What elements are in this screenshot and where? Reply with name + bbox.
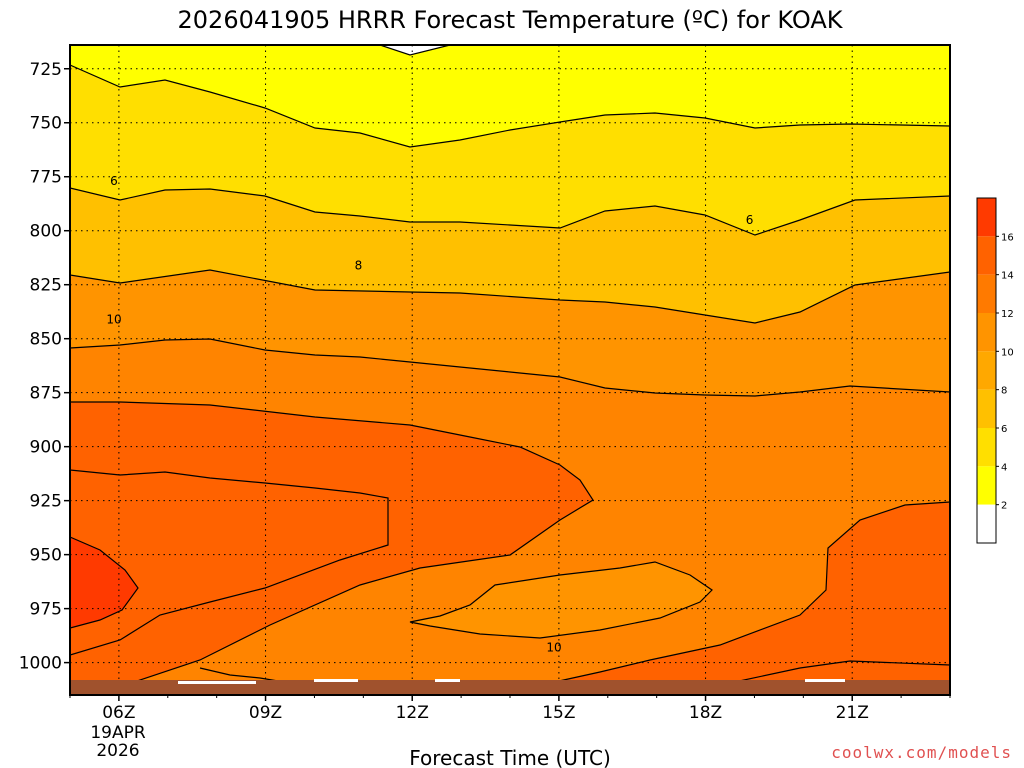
x-tick-label: 18Z <box>689 703 722 723</box>
contour-12 <box>70 401 594 691</box>
temp-band-16-18-b <box>550 502 950 683</box>
colorbar-swatch <box>977 313 996 352</box>
colorbar-tick-label: 10 <box>1001 347 1014 358</box>
x-tick-label: 15Z <box>542 703 575 723</box>
x-tick-label: 06Z <box>102 703 135 723</box>
plot-area: 6 6 8 10 10 <box>70 45 950 695</box>
temp-band-12-14 <box>70 339 950 690</box>
y-axis: 725 750 775 800 825 850 875 900 925 950 975 1000 <box>19 60 70 674</box>
contour-label: 10 <box>546 640 561 654</box>
colorbar-tick-label: 14 <box>1001 271 1014 282</box>
y-tick-label: 850 <box>30 330 62 350</box>
colorbar-swatch <box>977 428 996 467</box>
y-tick-label: 900 <box>30 438 62 458</box>
contour-6 <box>70 187 950 236</box>
temp-band-14-16 <box>70 402 593 690</box>
x-axis: 06Z 09Z 12Z 15Z 18Z 21Z <box>69 695 951 723</box>
temp-band-10-12 <box>70 270 950 396</box>
colorbar-frame <box>976 197 997 544</box>
contour-14-right <box>729 660 950 684</box>
contour-label: 6 <box>110 174 118 188</box>
y-tick-label: 750 <box>30 114 62 134</box>
contour-8 <box>70 269 950 324</box>
chart-title: 2026041905 HRRR Forecast Temperature (ºC… <box>178 6 844 34</box>
contour-14 <box>70 469 389 656</box>
temp-band-6-8 <box>70 188 950 323</box>
contour-label: 8 <box>355 258 363 272</box>
y-tick-label: 950 <box>30 546 62 566</box>
colorbar-swatch <box>977 466 996 505</box>
colorbar-swatch <box>977 274 996 313</box>
colorbar-swatch <box>977 504 996 543</box>
colorbar-tick-label: 16 <box>1001 232 1014 243</box>
x-date-label-line-1: 19APR <box>90 723 146 743</box>
colorbar-tick-label: 8 <box>1001 386 1007 397</box>
colorbar-swatch <box>977 389 996 428</box>
y-tick-label: 775 <box>30 168 62 188</box>
x-tick-label: 09Z <box>249 703 282 723</box>
y-tick-label: 800 <box>30 222 62 242</box>
contour-12-right <box>549 501 950 684</box>
temp-band-16-18 <box>70 537 138 628</box>
colorbar-tick-label: 4 <box>1001 462 1007 473</box>
colorbar-swatch <box>977 198 996 237</box>
y-tick-label: 925 <box>30 492 62 512</box>
colorbar-swatch <box>977 351 996 390</box>
grid-lines <box>70 45 950 695</box>
colorbar-tick-label: 12 <box>1001 309 1014 320</box>
colorbar-swatch <box>977 236 996 275</box>
ground-highlights <box>178 679 845 684</box>
colorbar-tick-label: 2 <box>1001 501 1007 512</box>
contour-2 <box>379 45 451 56</box>
ground <box>70 680 950 695</box>
temp-band-0-2 <box>380 45 450 55</box>
contour-label: 6 <box>746 213 754 227</box>
contour-16 <box>70 536 139 629</box>
x-axis-label: Forecast Time (UTC) <box>409 746 611 768</box>
temp-band-4-6 <box>70 65 950 235</box>
x-date-label-line-2: 2026 <box>96 741 139 761</box>
contour-lines <box>70 45 950 691</box>
x-tick-label: 21Z <box>836 703 869 723</box>
y-tick-label: 875 <box>30 384 62 404</box>
colorbar-tick-label: 6 <box>1001 424 1007 435</box>
credit-text: coolwx.com/models <box>831 743 1012 762</box>
x-tick-label: 12Z <box>396 703 429 723</box>
colorbar: 2 4 6 8 10 12 14 16 <box>976 197 1014 544</box>
temp-pocket-10-12 <box>410 562 712 638</box>
y-tick-label: 975 <box>30 600 62 620</box>
contour-label-layer: 6 6 8 10 10 <box>106 174 754 654</box>
y-tick-label: 725 <box>30 60 62 80</box>
contour-4 <box>70 64 950 148</box>
y-tick-label: 825 <box>30 276 62 296</box>
temp-band-2-4 <box>70 45 950 147</box>
contour-label: 10 <box>106 312 121 326</box>
y-tick-label: 1000 <box>19 654 62 674</box>
contour-10-pocket <box>409 561 713 639</box>
